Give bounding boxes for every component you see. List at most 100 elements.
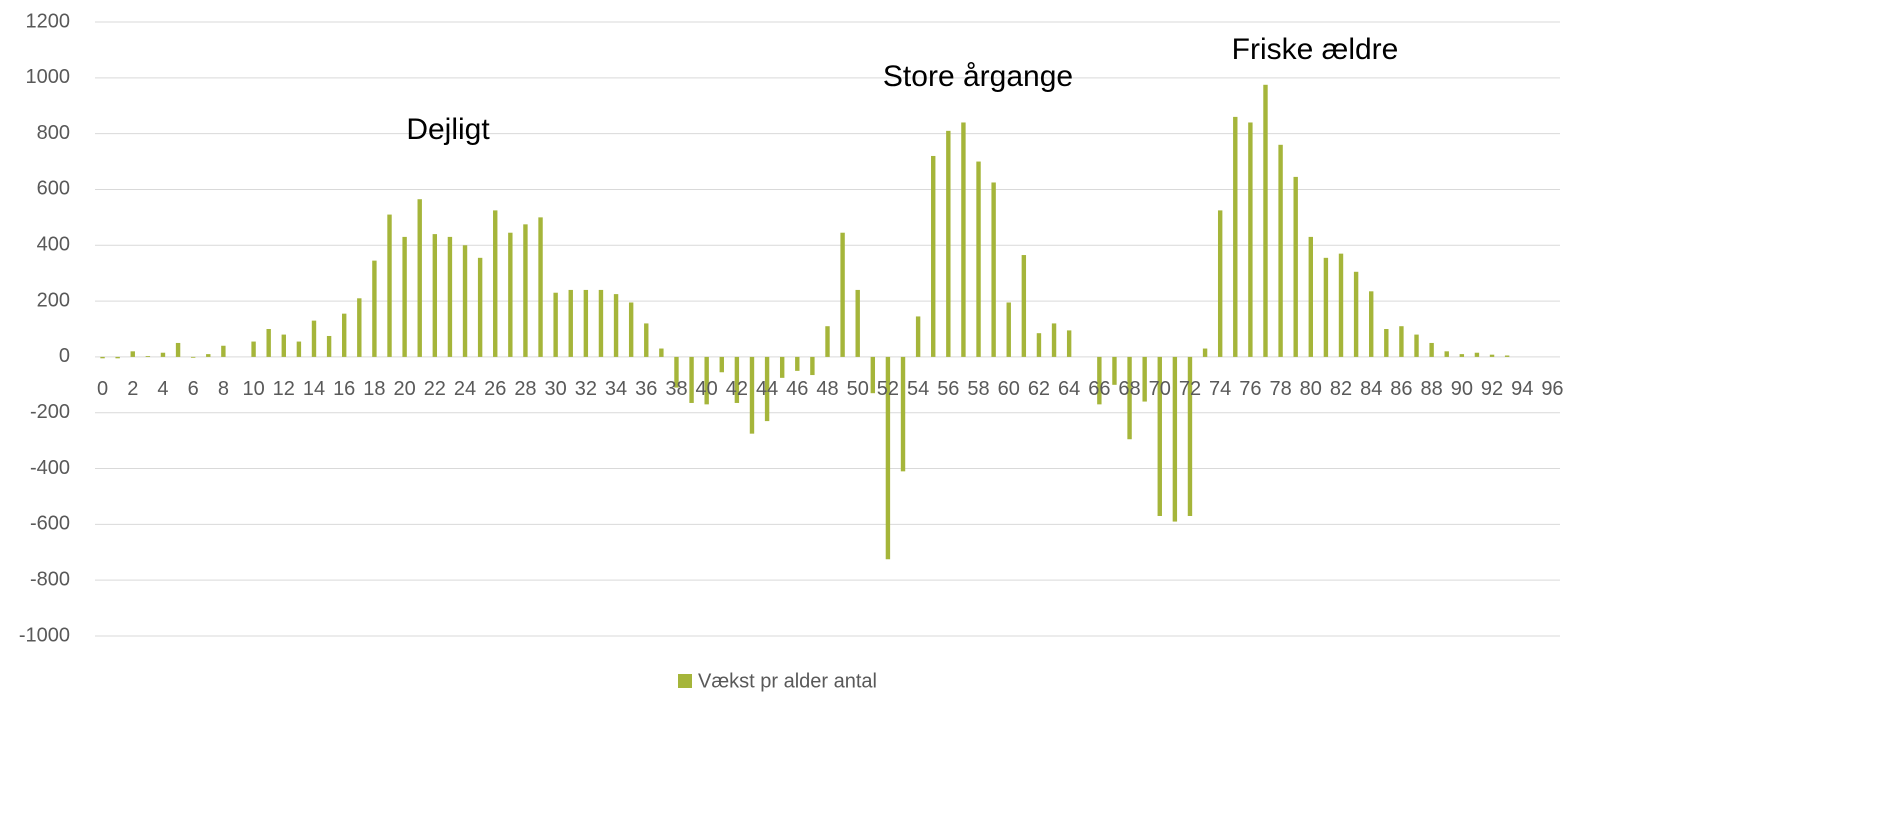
bar (689, 356, 694, 403)
y-tick-label: 1000 (26, 66, 71, 88)
x-tick-label: 90 (1451, 378, 1473, 400)
bar (1233, 116, 1238, 357)
legend-swatch (678, 674, 692, 688)
x-tick-label: 44 (756, 378, 778, 400)
x-tick-label: 68 (1118, 378, 1140, 400)
bar (568, 289, 573, 357)
bar (221, 345, 226, 357)
bar (342, 313, 347, 357)
annotation: Friske ældre (1232, 33, 1399, 66)
bar (115, 356, 120, 359)
bar (976, 161, 981, 357)
bar (1036, 333, 1042, 357)
bar (1293, 176, 1298, 357)
x-tick-label: 24 (454, 378, 476, 400)
x-tick-label: 56 (937, 378, 959, 400)
x-tick-label: 58 (967, 378, 989, 400)
bar (402, 236, 407, 357)
x-tick-label: 22 (424, 378, 446, 400)
y-tick-label: -200 (30, 401, 70, 423)
x-tick-label: 46 (786, 378, 808, 400)
bar (1384, 329, 1389, 357)
bar (1187, 356, 1193, 516)
bar (749, 356, 755, 434)
bar (477, 257, 483, 357)
bar (1369, 291, 1374, 357)
x-tick-label: 74 (1209, 378, 1231, 400)
bar (1504, 355, 1510, 357)
x-tick-label: 88 (1420, 378, 1442, 400)
x-tick-label: 40 (696, 378, 718, 400)
legend-label: Vækst pr alder antal (698, 670, 877, 692)
x-tick-label: 64 (1058, 378, 1080, 400)
bar (447, 236, 453, 357)
bar (387, 214, 392, 357)
x-tick-label: 92 (1481, 378, 1503, 400)
bar (931, 155, 936, 357)
bar (598, 289, 604, 357)
x-tick-label: 28 (514, 378, 536, 400)
bar (583, 289, 589, 357)
bar (175, 342, 181, 357)
bar (1399, 326, 1404, 357)
bar (311, 320, 317, 357)
bar (991, 182, 996, 357)
bar (417, 199, 422, 357)
x-tick-label: 78 (1269, 378, 1291, 400)
y-tick-label: -1000 (19, 624, 70, 646)
bar (613, 294, 619, 357)
bar (508, 232, 513, 357)
bar (553, 292, 558, 357)
bar (1217, 210, 1223, 357)
y-tick-label: 400 (37, 234, 70, 256)
x-tick-label: 18 (363, 378, 385, 400)
x-tick-label: 72 (1179, 378, 1201, 400)
bar (1353, 271, 1359, 357)
annotation: Dejligt (406, 113, 490, 146)
bar (326, 335, 332, 357)
x-tick-label: 10 (242, 378, 264, 400)
bar (281, 334, 286, 357)
bar (855, 289, 860, 357)
bar (779, 356, 785, 378)
bar (1066, 330, 1072, 357)
x-tick-label: 96 (1541, 378, 1563, 400)
bar (1142, 356, 1147, 402)
bar (915, 316, 921, 357)
x-tick-label: 52 (877, 378, 899, 400)
bar (825, 326, 830, 357)
x-tick-label: 50 (847, 378, 869, 400)
bar (1051, 323, 1057, 357)
bar (1112, 356, 1117, 385)
bar (145, 356, 151, 357)
bar (206, 354, 211, 357)
x-tick-label: 2 (127, 378, 138, 400)
bar (160, 352, 166, 357)
bar (190, 356, 196, 358)
bar (1323, 257, 1329, 357)
bar (1202, 348, 1208, 357)
y-tick-label: -800 (30, 568, 70, 590)
bar (885, 356, 891, 560)
x-tick-label: 8 (218, 378, 229, 400)
bar (372, 260, 377, 357)
x-tick-label: 54 (907, 378, 929, 400)
bar (1097, 356, 1102, 405)
bar (493, 210, 498, 357)
bar (870, 356, 876, 394)
bar (1489, 354, 1495, 357)
bar (1429, 342, 1434, 357)
bar (734, 356, 740, 403)
bar (462, 245, 468, 357)
x-tick-label: 0 (97, 378, 108, 400)
x-tick-label: 20 (393, 378, 415, 400)
x-tick-label: 82 (1330, 378, 1352, 400)
y-tick-label: 1200 (26, 10, 71, 32)
bar (961, 122, 966, 357)
bar (719, 356, 724, 373)
x-tick-label: 70 (1149, 378, 1171, 400)
bar (795, 356, 800, 371)
x-tick-label: 4 (157, 378, 168, 400)
bar (1414, 334, 1419, 357)
